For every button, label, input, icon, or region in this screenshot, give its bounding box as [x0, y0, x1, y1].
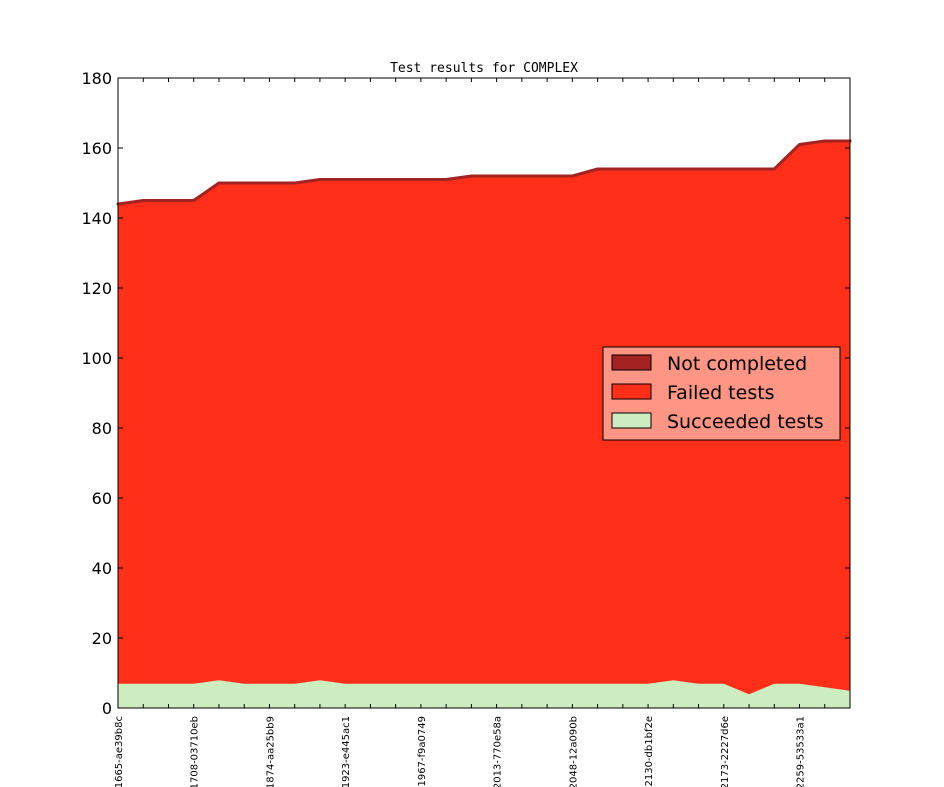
x-tick-label: 1665-ae39b8c [114, 716, 125, 787]
y-tick-label: 100 [81, 349, 112, 368]
x-tick-label: 1874-aa25bb9 [265, 716, 276, 787]
x-tick-label: 1708-03710eb [190, 716, 201, 787]
x-tick-label: 1923-e445ac1 [341, 716, 352, 787]
y-tick-label: 120 [81, 279, 112, 298]
legend-label: Not completed [667, 353, 807, 375]
legend-swatch [611, 383, 652, 400]
y-axis-ticks: 0 20 40 60 80 100 120 140 160 180 [81, 69, 850, 718]
y-tick-label: 20 [92, 629, 112, 648]
y-tick-label: 60 [92, 489, 112, 508]
x-axis-ticks: 1665-ae39b8c 1708-03710eb 1874-aa25bb9 1923… [114, 78, 851, 787]
legend-swatch [611, 354, 652, 371]
y-tick-label: 160 [81, 139, 112, 158]
y-tick-label: 140 [81, 209, 112, 228]
legend: Not completed Failed tests Succeeded tests [602, 346, 841, 441]
plot-axes [117, 77, 851, 709]
y-tick-label: 180 [81, 69, 112, 88]
x-tick-label: 2048-12a090b [568, 716, 579, 787]
y-tick-label: 40 [92, 559, 112, 578]
chart-title: Test results for COMPLEX [390, 61, 578, 76]
x-tick-label: 2173-2227d6e [720, 716, 731, 787]
x-tick-label: 2013-770e58a [493, 716, 504, 787]
legend-label: Succeeded tests [667, 411, 824, 433]
y-tick-label: 80 [92, 419, 112, 438]
plot-frame [117, 77, 851, 709]
x-tick-label: 2130-db1bf2e [644, 716, 655, 787]
x-tick-label: 1967-f9a0749 [417, 716, 428, 787]
legend-swatch [611, 412, 652, 429]
legend-label: Failed tests [667, 382, 775, 404]
y-tick-label: 0 [102, 699, 112, 718]
plot-areas [116, 139, 852, 709]
x-tick-label: 2259-53533a1 [796, 716, 807, 787]
